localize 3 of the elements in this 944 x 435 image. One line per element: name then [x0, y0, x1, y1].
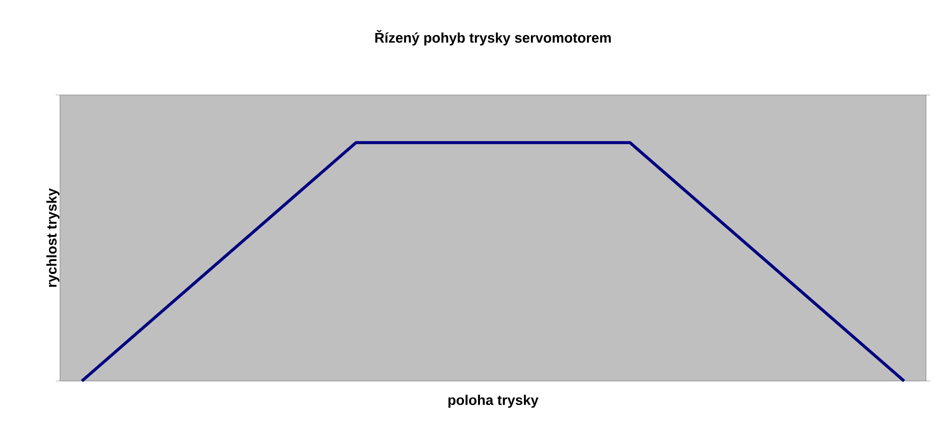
x-axis-title: poloha trysky — [448, 394, 538, 408]
chart-title: Řízený pohyb trysky servomotorem — [375, 30, 611, 46]
y-axis-title: rychlost trysky — [46, 188, 60, 287]
